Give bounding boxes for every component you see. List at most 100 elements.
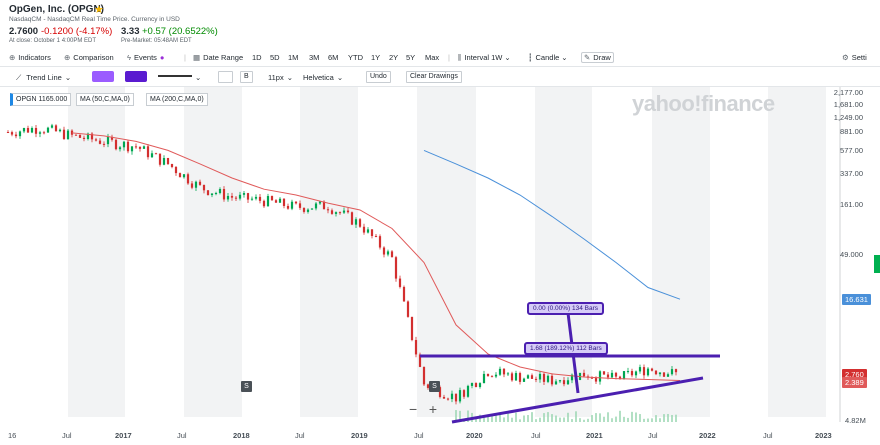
candle-body [646,368,650,376]
divider: | [184,53,186,62]
settings-button[interactable]: ⚙ Setti [842,53,867,62]
range-2y[interactable]: 2Y [389,53,399,62]
x-tick: 2018 [233,431,250,440]
candle-body [166,158,170,165]
candle-body [662,372,666,377]
exchange-note: NasdaqCM - NasdaqCM Real Time Price. Cur… [9,16,180,23]
annotation-label[interactable]: 1.68 (189.12%) 112 Bars [524,342,608,355]
date-range-button[interactable]: ▦ Date Range [193,53,244,62]
x-tick: 2022 [699,431,716,440]
bold-button[interactable]: B [240,71,253,83]
year-band [768,87,826,417]
font-size-dropdown[interactable]: 11px ⌄ [268,73,294,82]
candle-body [538,373,542,380]
candle-body [322,201,326,210]
range-max[interactable]: Max [425,53,440,62]
candle-body [162,158,166,165]
candle-body [370,229,374,236]
x-tick: 2019 [351,431,368,440]
range-5y[interactable]: 5Y [406,53,416,62]
volume-bar [611,418,613,422]
volume-bar [587,418,589,422]
range-5d[interactable]: 5D [270,53,280,62]
volume-bar [455,410,457,422]
line-width-selector[interactable] [158,75,192,77]
candle-body [78,134,82,138]
candle-body [502,368,506,375]
candle-body [470,383,474,386]
candle-body [482,373,486,384]
trend-line-dropdown[interactable]: ⟋ Trend Line ⌄ [16,73,72,82]
comparison-button[interactable]: ⊕ Comparison [64,53,114,62]
volume-bar [667,413,669,422]
yahoo-finance-logo: yahoo!finance [632,91,775,116]
side-panel-tab[interactable] [874,255,880,273]
candle-body [342,210,346,213]
candle-body [282,198,286,206]
chevron-down-icon: ⌄ [561,53,568,62]
draw-button[interactable]: ✎ Draw [581,52,614,63]
split-badge[interactable]: S [241,381,252,392]
events-button[interactable]: ϟ Events ● [127,53,165,62]
candle-body [210,193,214,196]
candle-body [426,384,430,388]
candle-body [478,383,482,387]
split-badge[interactable]: S [429,381,440,392]
range-1d[interactable]: 1D [252,53,262,62]
candle-body [318,201,322,204]
x-tick: Jul [531,431,541,440]
interval-dropdown[interactable]: ⫼ Interval 1W ⌄ [458,53,511,62]
range-1m[interactable]: 1M [288,53,299,62]
price-chart[interactable] [0,87,880,427]
annotation-label[interactable]: 0.00 (0.00%) 134 Bars [527,302,605,315]
candle-body [346,210,350,213]
undo-button[interactable]: Undo [366,71,391,83]
candle-body [186,174,190,184]
candle-dropdown[interactable]: ┇ Candle ⌄ [528,53,568,62]
candle-body [10,132,14,135]
candle-body [570,374,574,381]
candle-body [494,374,498,377]
candle-body [294,201,298,204]
legend-ma50[interactable]: MA (50,C,MA,0) [76,93,134,106]
star-icon[interactable]: ★ [94,4,104,16]
legend-ma200[interactable]: MA (200,C,MA,0) [146,93,208,106]
volume-bar [671,414,673,422]
zoom-out-button[interactable]: − [409,401,418,417]
candle-body [46,127,50,133]
support-trend-line[interactable] [451,376,704,424]
candle-body [510,373,514,381]
candle-body [114,139,118,150]
clear-drawings-button[interactable]: Clear Drawings [406,71,462,83]
volume-bar [591,415,593,422]
candle-body [106,136,110,145]
candle-body [642,367,646,376]
x-tick: Jul [62,431,72,440]
italic-toggle[interactable] [218,71,233,83]
legend-opgn[interactable]: OPGN 1165.000 [10,93,72,106]
font-dropdown[interactable]: Helvetica ⌄ [303,73,344,82]
candle-body [38,132,42,134]
candle-body [226,195,230,200]
close-note: At close: October 1 4:00PM EDT [9,38,97,44]
candle-body [610,372,614,378]
zoom-in-button[interactable]: + [428,401,438,417]
candle-body [402,286,406,302]
candle-body [62,129,66,140]
chevron-down-icon[interactable]: ⌄ [195,73,202,82]
range-1y[interactable]: 1Y [371,53,381,62]
volume-bar [459,410,461,422]
chevron-down-icon: ⌄ [64,73,72,82]
range-ytd[interactable]: YTD [348,53,363,62]
range-6m[interactable]: 6M [328,53,339,62]
range-3m[interactable]: 3M [309,53,320,62]
fill-color-swatch[interactable] [92,71,114,82]
candle-body [486,373,490,377]
candle-body [666,374,670,377]
volume-bar [639,414,641,422]
volume-bar [499,412,501,422]
candle-body [302,207,306,212]
line-color-swatch[interactable] [125,71,147,82]
candle-body [254,196,258,199]
indicators-button[interactable]: ⊕ Indicators [9,53,51,62]
